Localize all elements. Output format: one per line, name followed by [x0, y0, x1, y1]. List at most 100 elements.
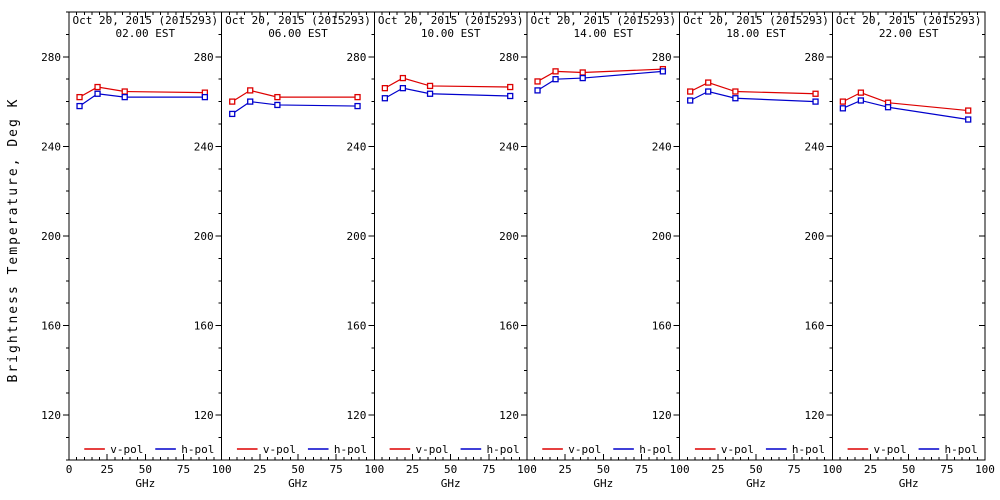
v-pol-marker [381, 85, 389, 92]
legend-vpol-label: v-pol [874, 443, 907, 456]
x-tick-label: 25 [101, 463, 114, 476]
v-pol-marker [534, 78, 541, 85]
panel-1800-est: 120 160 200 240 280 25 50 75 100 GHz Oct 20, 2015 … [652, 11, 842, 490]
x-tick-label: 100 [364, 463, 384, 476]
h-pol-marker [857, 97, 865, 104]
x-axis-label: GHz [441, 477, 461, 490]
h-pol-marker [247, 98, 254, 105]
x-tick-label: 25 [253, 463, 266, 476]
x-axis-label: GHz [288, 477, 308, 490]
y-tick-label: 120 [194, 409, 214, 422]
h-pol-marker [732, 95, 739, 102]
v-pol-marker [354, 93, 361, 101]
legend-hpol-label: h-pol [639, 443, 672, 456]
v-pol-marker [812, 90, 819, 97]
h-pol-marker [507, 92, 514, 100]
panel-2200-est: 120 160 200 240 280 25 50 75 100 GHz Oct 20, 2015 … [804, 11, 995, 490]
v-pol-marker [507, 83, 514, 91]
v-pol-line [842, 91, 969, 112]
v-pol-marker [247, 87, 254, 94]
h-pol-marker [274, 101, 281, 109]
v-pol-line [537, 68, 663, 82]
h-pol-line [384, 87, 511, 99]
h-pol-marker [579, 74, 586, 82]
y-tick-label: 120 [499, 409, 519, 422]
panel-subtitle: 22.00 EST [879, 27, 939, 40]
x-tick-label: 100 [822, 463, 842, 476]
h-pol-marker [965, 116, 972, 123]
panel-1400-est: 120 160 200 240 280 25 50 75 100 GHz Oct 20, 2015 … [499, 11, 690, 490]
v-pol-marker [426, 82, 434, 90]
x-tick-label: 50 [597, 463, 610, 476]
x-tick-label: 25 [864, 463, 877, 476]
panel-subtitle: 14.00 EST [574, 27, 634, 40]
y-axis-title: Brightness Temperature, Deg K [6, 98, 21, 383]
h-pol-marker [229, 110, 236, 118]
x-axis-label: GHz [593, 477, 613, 490]
x-tick-label: 0 [66, 463, 73, 476]
h-pol-line [537, 70, 663, 91]
x-tick-label: 100 [975, 463, 995, 476]
h-pol-marker [121, 93, 128, 101]
x-tick-label: 25 [559, 463, 572, 476]
legend-vpol-label: v-pol [263, 443, 296, 456]
panel-subtitle: 18.00 EST [726, 27, 786, 40]
panel-subtitle: 02.00 EST [116, 27, 176, 40]
v-pol-marker [229, 98, 236, 105]
panel-0200-est: 120 160 200 240 280 0 25 50 75 100 GHz Oct 20, 2015… [41, 11, 232, 490]
legend-hpol-label: h-pol [487, 443, 520, 456]
y-tick-label: 200 [346, 230, 366, 243]
x-axis-label: GHz [135, 477, 155, 490]
panel-title: Oct 20, 2015 (2015293) [225, 14, 371, 27]
h-pol-marker [884, 104, 892, 111]
h-pol-marker [839, 105, 847, 112]
x-tick-label: 50 [444, 463, 457, 476]
y-tick-label: 200 [652, 230, 672, 243]
v-pol-marker [552, 68, 559, 75]
v-pol-line [689, 81, 816, 95]
y-tick-label: 240 [804, 140, 824, 153]
y-tick-label: 280 [346, 51, 366, 64]
y-tick-label: 240 [652, 140, 672, 153]
x-tick-label: 50 [139, 463, 152, 476]
panel-subtitle: 06.00 EST [268, 27, 328, 40]
y-tick-label: 160 [346, 320, 366, 333]
h-pol-marker [399, 85, 407, 92]
h-pol-line [689, 90, 816, 103]
panel-title: Oct 20, 2015 (2015293) [683, 14, 829, 27]
legend-vpol-label: v-pol [416, 443, 449, 456]
y-tick-label: 200 [499, 230, 519, 243]
v-pol-marker [274, 93, 281, 101]
legend-vpol-label: v-pol [721, 443, 754, 456]
y-tick-label: 240 [499, 140, 519, 153]
y-tick-label: 280 [652, 51, 672, 64]
x-tick-label: 100 [670, 463, 690, 476]
y-tick-label: 240 [346, 140, 366, 153]
y-tick-label: 160 [652, 320, 672, 333]
h-pol-marker [426, 90, 434, 97]
legend-hpol-label: h-pol [181, 443, 214, 456]
h-pol-marker [812, 98, 819, 105]
y-tick-label: 280 [41, 51, 61, 64]
y-tick-label: 200 [194, 230, 214, 243]
h-pol-line [231, 100, 358, 115]
v-pol-marker [76, 93, 83, 101]
y-tick-label: 280 [804, 51, 824, 64]
y-tick-label: 120 [652, 409, 672, 422]
v-pol-marker [839, 98, 847, 105]
v-pol-line [79, 86, 205, 98]
h-pol-marker [76, 102, 83, 110]
x-axis-label: GHz [899, 477, 919, 490]
y-tick-label: 240 [41, 140, 61, 153]
h-pol-marker [552, 76, 559, 83]
v-pol-marker [94, 83, 101, 91]
v-pol-marker [121, 88, 128, 95]
x-tick-label: 100 [212, 463, 232, 476]
x-tick-label: 25 [406, 463, 419, 476]
v-pol-marker [687, 88, 694, 95]
v-pol-line [384, 77, 511, 89]
v-pol-line [231, 89, 358, 103]
